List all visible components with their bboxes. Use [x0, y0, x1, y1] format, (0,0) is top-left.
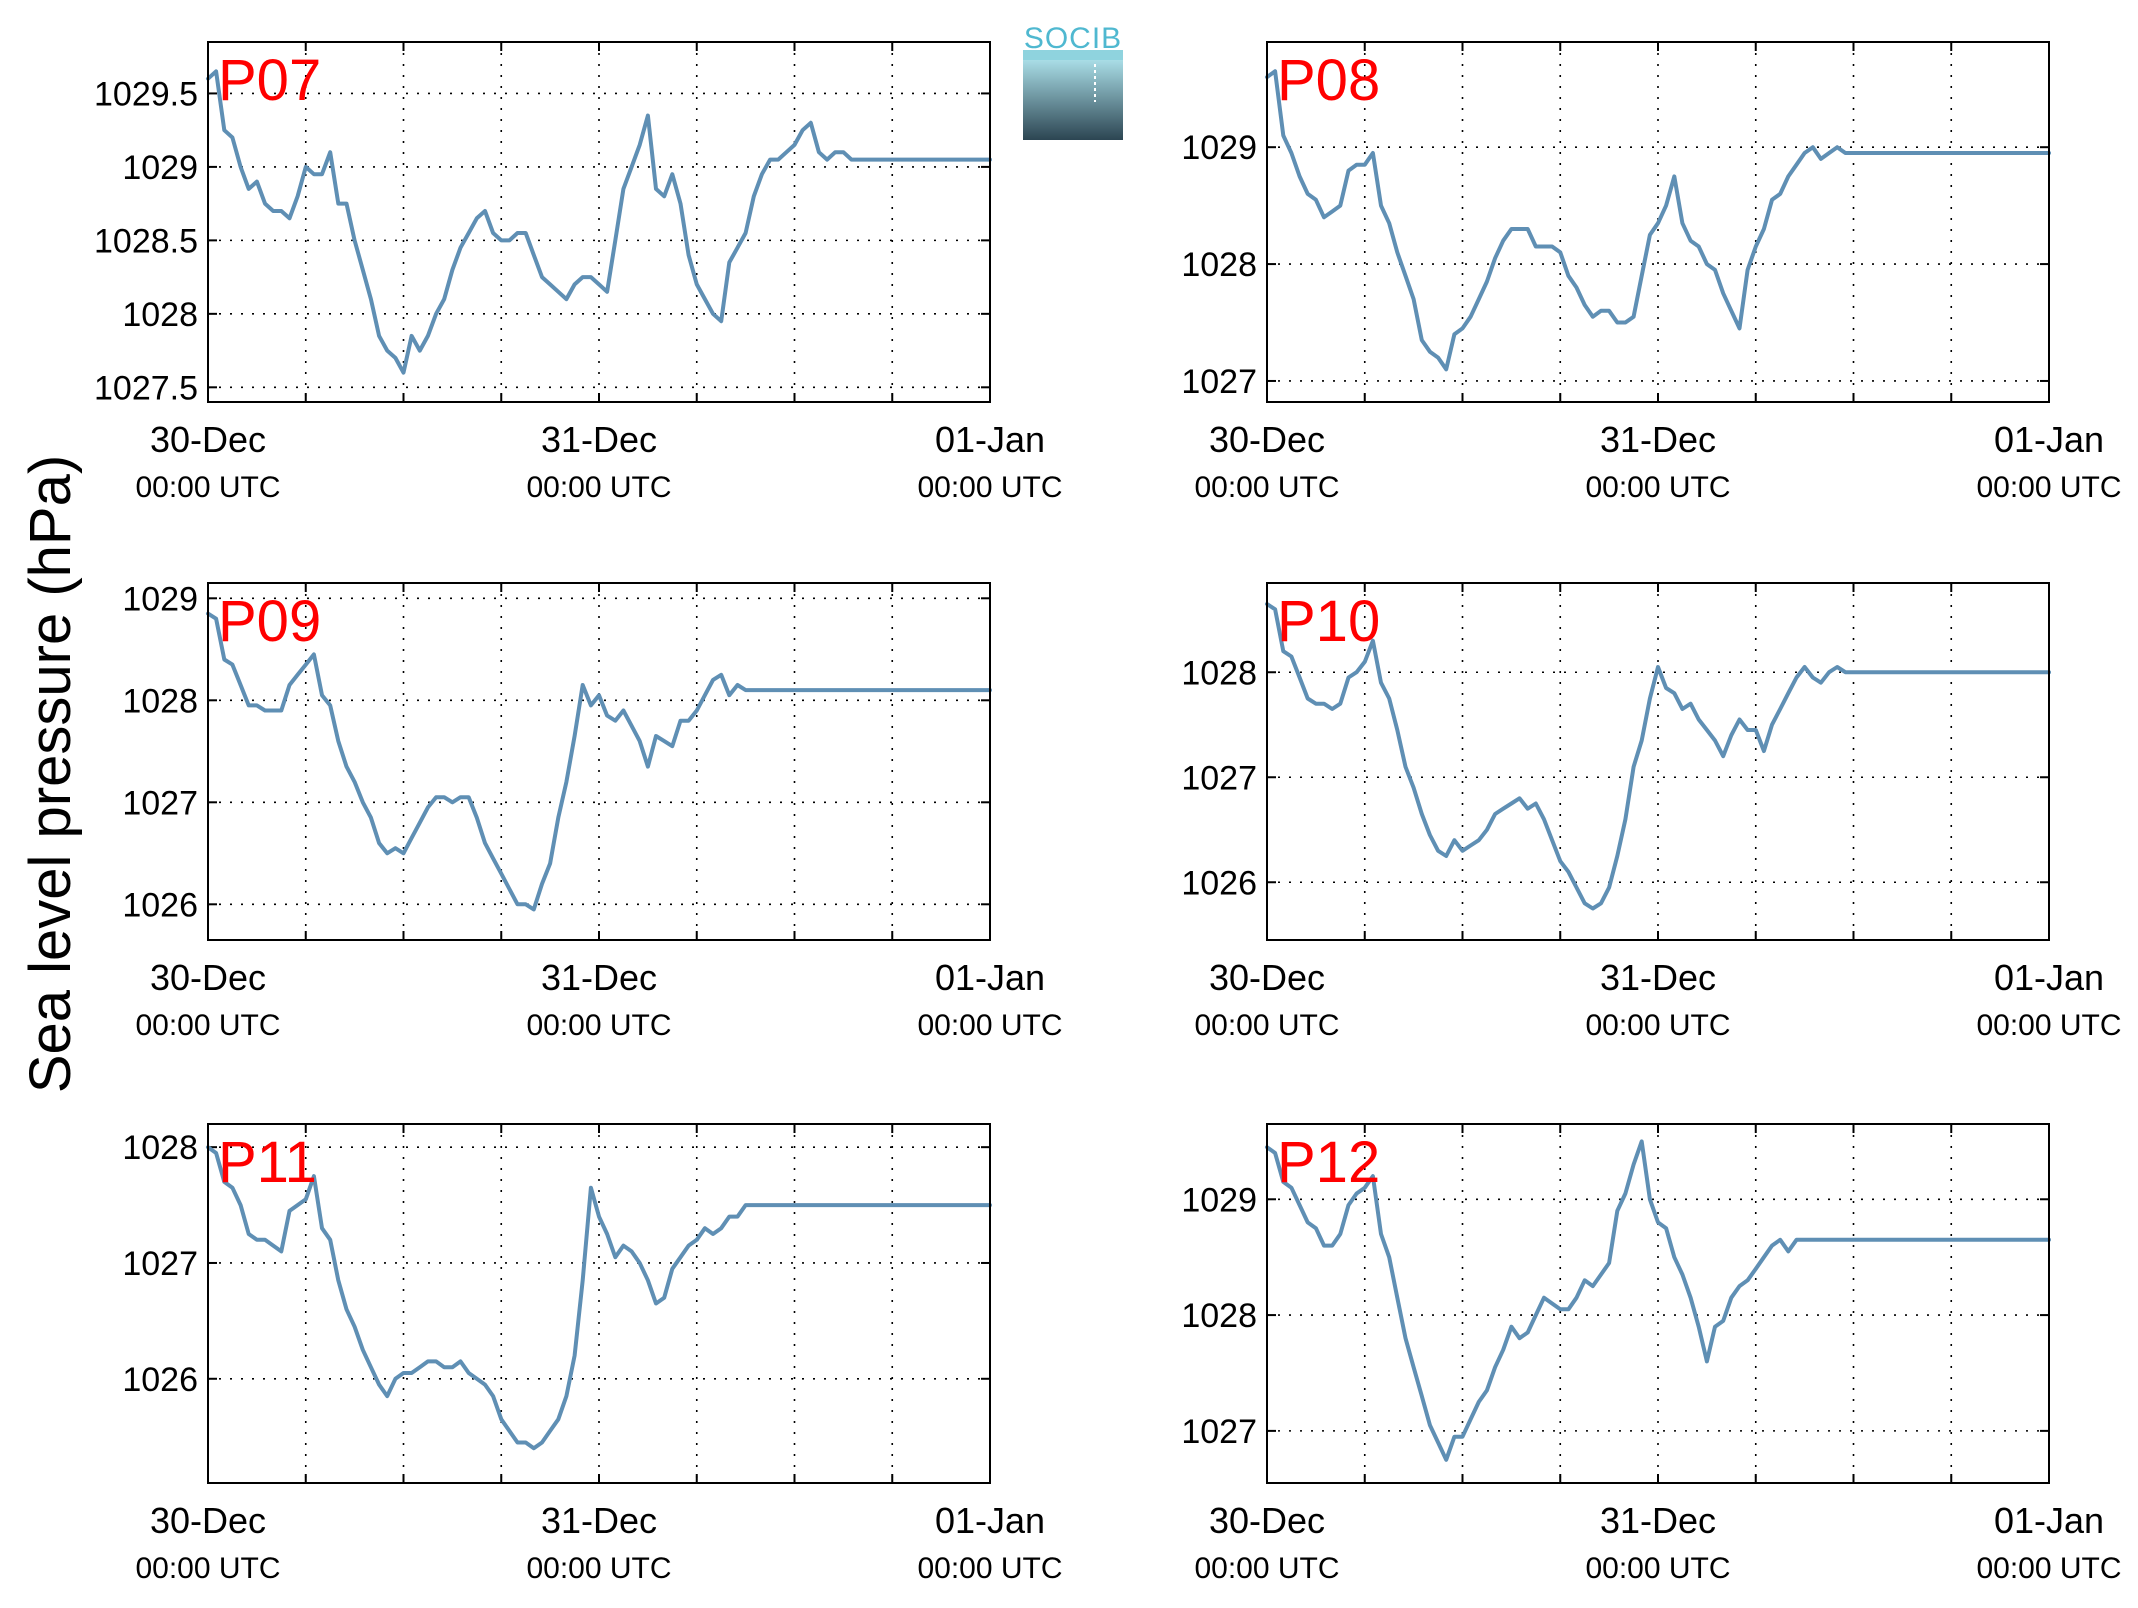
socib-logo: SOCIB — [1023, 22, 1123, 140]
x-tick-label-date: 30-Dec — [150, 419, 266, 460]
x-tick-label-time: 00:00 UTC — [135, 471, 280, 504]
x-tick-label-time: 00:00 UTC — [135, 1552, 280, 1585]
y-tick-label: 1029 — [1181, 129, 1257, 167]
y-tick-label: 1028 — [1181, 1297, 1257, 1335]
y-tick-label: 1029 — [122, 580, 198, 618]
x-tick-label-time: 00:00 UTC — [1194, 1552, 1339, 1585]
pressure-series-line — [1265, 602, 2051, 911]
x-tick-label-time: 00:00 UTC — [1585, 1552, 1730, 1585]
y-tick-label: 1027 — [122, 784, 198, 822]
x-tick-label-date: 31-Dec — [541, 957, 657, 998]
x-tick-label-date: 31-Dec — [1600, 1500, 1716, 1541]
plot-frame — [207, 1123, 991, 1484]
x-tick-label-date: 30-Dec — [1209, 419, 1325, 460]
y-tick-label: 1028 — [122, 1129, 198, 1167]
x-tick-label-time: 00:00 UTC — [1976, 1552, 2121, 1585]
x-tick-label-time: 00:00 UTC — [1585, 471, 1730, 504]
y-tick-label: 1028 — [122, 682, 198, 720]
x-tick-label-date: 30-Dec — [150, 1500, 266, 1541]
panel-title: P09 — [218, 589, 321, 654]
y-tick-label: 1029 — [1181, 1181, 1257, 1219]
y-tick-label: 1027.5 — [94, 369, 198, 407]
x-tick-label-date: 30-Dec — [1209, 1500, 1325, 1541]
y-tick-label: 1027 — [1181, 759, 1257, 797]
chart-panel-p12: 1027 1028 1029 30-Dec 00:00 UTC 31-Dec 00:00 U… — [1181, 1123, 2122, 1585]
y-tick-label: 1027 — [122, 1245, 198, 1283]
y-tick-label: 1028 — [1181, 654, 1257, 692]
pressure-series-line — [1265, 1139, 2051, 1462]
x-tick-label-date: 01-Jan — [935, 957, 1045, 998]
x-tick-label-time: 00:00 UTC — [1194, 1009, 1339, 1042]
x-tick-label-date: 31-Dec — [1600, 957, 1716, 998]
x-tick-label-date: 30-Dec — [1209, 957, 1325, 998]
panel-title: P10 — [1277, 589, 1380, 654]
pressure-series-line — [1265, 69, 2051, 372]
plot-frame — [207, 41, 991, 403]
y-tick-label: 1029 — [122, 149, 198, 187]
panel-title: P07 — [218, 48, 321, 113]
x-tick-label-date: 01-Jan — [1994, 957, 2104, 998]
x-tick-label-date: 01-Jan — [1994, 1500, 2104, 1541]
plot-frame — [207, 582, 991, 941]
x-tick-label-time: 00:00 UTC — [526, 1552, 671, 1585]
x-tick-label-time: 00:00 UTC — [917, 471, 1062, 504]
x-tick-label-date: 01-Jan — [1994, 419, 2104, 460]
x-tick-label-time: 00:00 UTC — [1976, 1009, 2121, 1042]
x-tick-label-time: 00:00 UTC — [917, 1009, 1062, 1042]
x-tick-label-date: 01-Jan — [935, 419, 1045, 460]
plot-frame — [1266, 582, 2050, 941]
x-tick-label-time: 00:00 UTC — [1585, 1009, 1730, 1042]
panel-title: P12 — [1277, 1130, 1380, 1195]
plot-frame — [1266, 41, 2050, 403]
x-tick-label-date: 31-Dec — [541, 1500, 657, 1541]
x-tick-label-time: 00:00 UTC — [917, 1552, 1062, 1585]
logo-body — [1023, 60, 1123, 140]
x-tick-label-time: 00:00 UTC — [1976, 471, 2121, 504]
chart-panel-p11: 1026 1027 1028 30-Dec 00:00 UTC 31-Dec 00:00 U… — [122, 1123, 1063, 1585]
chart-panel-p07: 1027.5 1028 1028.5 1029 1029.5 30-Dec 00:00 UT… — [94, 41, 1063, 504]
y-tick-label: 1027 — [1181, 363, 1257, 401]
chart-panel-p10: 1026 1027 1028 30-Dec 00:00 UTC 31-Dec 00:00 U… — [1181, 582, 2122, 1042]
chart-panel-p08: 1027 1028 1029 30-Dec 00:00 UTC 31-Dec 00:00 U… — [1181, 41, 2122, 504]
x-tick-label-time: 00:00 UTC — [526, 471, 671, 504]
pressure-series-line — [206, 69, 992, 375]
x-tick-label-date: 31-Dec — [541, 419, 657, 460]
x-tick-label-date: 31-Dec — [1600, 419, 1716, 460]
y-tick-label: 1026 — [122, 1361, 198, 1399]
x-tick-label-time: 00:00 UTC — [1194, 471, 1339, 504]
plot-frame — [1266, 1123, 2050, 1484]
y-tick-label: 1026 — [1181, 864, 1257, 902]
y-tick-label: 1028 — [122, 296, 198, 334]
logo-wave-band — [1023, 50, 1123, 62]
pressure-series-line — [206, 611, 992, 912]
y-tick-label: 1028 — [1181, 246, 1257, 284]
pressure-series-line — [206, 1145, 992, 1451]
x-tick-label-date: 01-Jan — [935, 1500, 1045, 1541]
y-tick-label: 1026 — [122, 886, 198, 924]
panel-title: P11 — [218, 1130, 317, 1195]
chart-panel-p09: 1026 1027 1028 1029 30-Dec 00:00 UTC 31-Dec 00:… — [122, 580, 1062, 1042]
y-tick-label: 1028.5 — [94, 222, 198, 260]
y-axis-label: Sea level pressure (hPa) — [18, 455, 83, 1093]
logo-text: SOCIB — [1024, 22, 1122, 55]
x-tick-label-time: 00:00 UTC — [135, 1009, 280, 1042]
y-tick-label: 1029.5 — [94, 75, 198, 113]
x-tick-label-date: 30-Dec — [150, 957, 266, 998]
panel-title: P08 — [1277, 48, 1380, 113]
y-tick-label: 1027 — [1181, 1413, 1257, 1451]
x-tick-label-time: 00:00 UTC — [526, 1009, 671, 1042]
